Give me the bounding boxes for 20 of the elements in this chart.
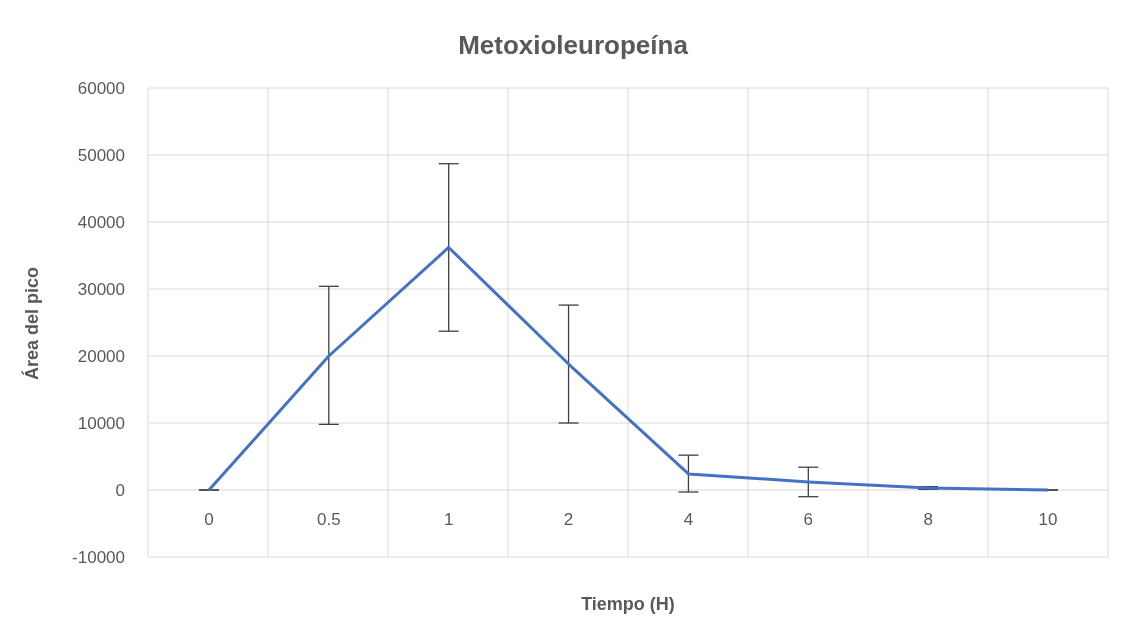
y-tick-label: 10000 <box>77 414 125 434</box>
chart-title: Metoxioleuropeína <box>457 30 689 61</box>
x-tick-label: 8 <box>923 509 933 529</box>
x-axis-title: Tiempo (H) <box>580 594 676 615</box>
y-tick-label: 20000 <box>77 347 125 367</box>
line-series <box>207 245 1050 492</box>
x-tick-label: 10 <box>1038 509 1058 529</box>
y-tick-label: 30000 <box>77 280 125 300</box>
y-tick-label: 50000 <box>77 146 125 166</box>
x-tick-label: 4 <box>683 509 694 529</box>
y-tick-label: 40000 <box>77 213 125 233</box>
x-tick-label: 6 <box>803 509 814 529</box>
x-tick-label: 1 <box>443 509 454 529</box>
y-tick-label: -10000 <box>72 548 125 568</box>
y-tick-label: 60000 <box>77 79 125 99</box>
y-axis-title: Área del pico <box>22 265 43 382</box>
x-tick-label: 0.5 <box>316 509 341 529</box>
x-tick-label: 0 <box>204 509 214 529</box>
y-tick-label: 0 <box>115 481 125 501</box>
x-tick-label: 2 <box>563 509 574 529</box>
